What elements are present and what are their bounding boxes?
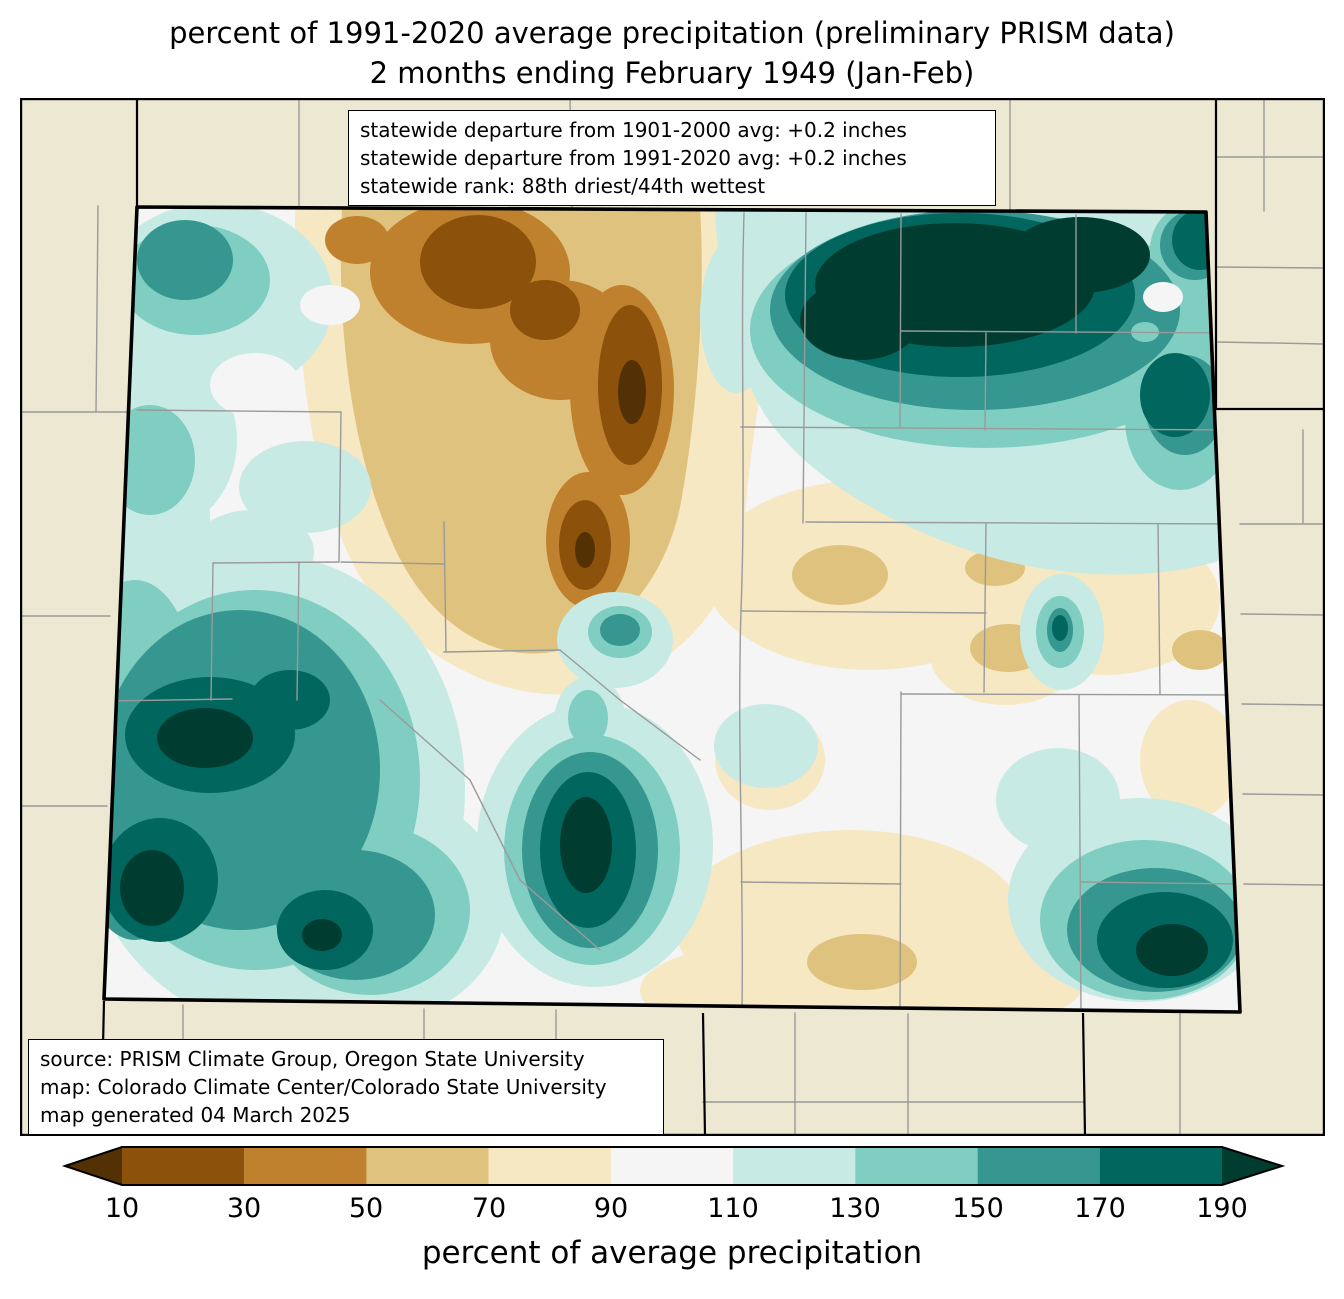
source-line-1: source: PRISM Climate Group, Oregon Stat… bbox=[40, 1047, 585, 1071]
colorbar-tick: 150 bbox=[952, 1193, 1004, 1224]
stats-line-1: statewide departure from 1901-2000 avg: … bbox=[360, 118, 907, 142]
colorado-border bbox=[102, 205, 1242, 1014]
colorbar-tick: 110 bbox=[707, 1193, 759, 1224]
colorbar-tick: 70 bbox=[471, 1193, 507, 1224]
map-area: statewide departure from 1901-2000 avg: … bbox=[20, 98, 1325, 1136]
stats-line-3: statewide rank: 88th driest/44th wettest bbox=[360, 174, 766, 198]
colorbar-tick: 30 bbox=[226, 1193, 262, 1224]
colorbar-axis-label: percent of average precipitation bbox=[421, 1235, 923, 1271]
source-box: source: PRISM Climate Group, Oregon Stat… bbox=[28, 1039, 664, 1135]
map-frame bbox=[20, 98, 1325, 1136]
figure-title-line1: percent of 1991-2020 average precipitati… bbox=[169, 16, 1175, 50]
colorbar-tick: 170 bbox=[1074, 1193, 1126, 1224]
colorbar bbox=[61, 1146, 1286, 1186]
stats-line-2: statewide departure from 1991-2020 avg: … bbox=[360, 146, 907, 170]
figure-title-line2: 2 months ending February 1949 (Jan-Feb) bbox=[369, 56, 975, 90]
colorbar-tick: 10 bbox=[104, 1193, 140, 1224]
colorbar-tick: 190 bbox=[1196, 1193, 1248, 1224]
colorado-county-lines bbox=[104, 212, 1240, 1011]
colorado-precipitation-map bbox=[20, 98, 1325, 1136]
stats-box: statewide departure from 1901-2000 avg: … bbox=[348, 110, 996, 206]
colorbar-tick: 50 bbox=[348, 1193, 384, 1224]
source-line-3: map generated 04 March 2025 bbox=[40, 1103, 351, 1127]
source-line-2: map: Colorado Climate Center/Colorado St… bbox=[40, 1075, 607, 1099]
colorbar-tick: 130 bbox=[829, 1193, 881, 1224]
precip-contours bbox=[104, 207, 1240, 1012]
colorbar-tick: 90 bbox=[593, 1193, 629, 1224]
